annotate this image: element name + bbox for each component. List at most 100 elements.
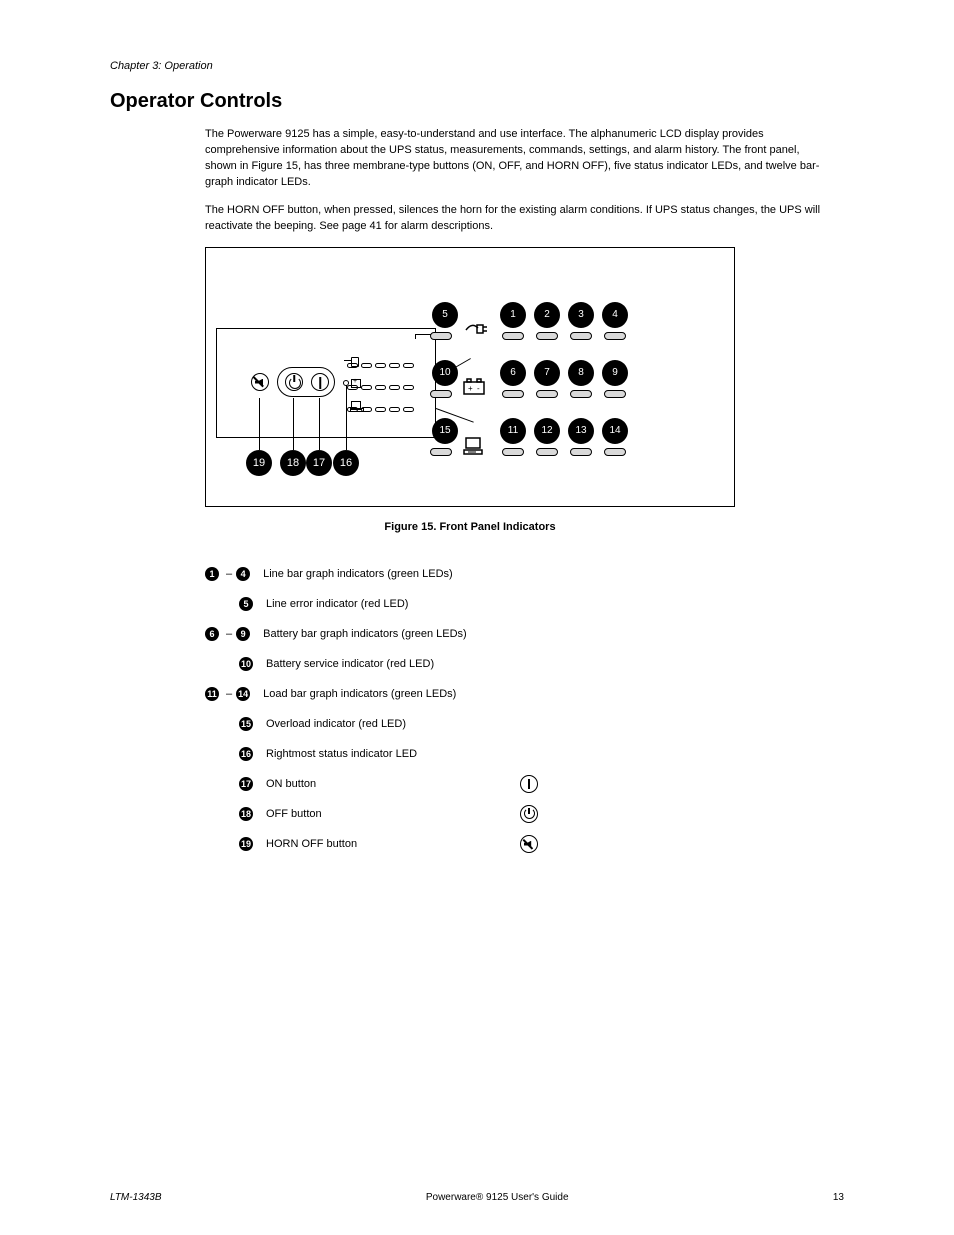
on-button[interactable]	[311, 373, 329, 391]
legend-row: 1 – 4 Line bar graph indicators (green L…	[205, 561, 844, 587]
on-icon	[520, 775, 538, 793]
legend-num: 6	[205, 627, 219, 641]
legend-text: HORN OFF button	[266, 838, 506, 850]
legend-num: 15	[239, 717, 253, 731]
callout-2: 2	[534, 302, 560, 328]
leader-17	[319, 398, 320, 450]
page-footer: LTM-1343B Powerware® 9125 User's Guide 1…	[0, 1192, 954, 1203]
figure-caption: Figure 15. Front Panel Indicators	[205, 521, 735, 533]
svg-text:-: -	[477, 384, 480, 393]
grid-row-load: 15 11 12 13 14	[470, 418, 720, 476]
legend-row: 17 ON button	[205, 771, 844, 797]
dash: –	[226, 628, 232, 640]
horn-off-button[interactable]	[251, 373, 269, 391]
legend-row: 18 OFF button	[205, 801, 844, 827]
ups-front-panel	[216, 328, 436, 438]
callout-12: 12	[534, 418, 560, 444]
pill-3	[570, 332, 592, 340]
leader-19	[259, 398, 260, 450]
legend-num: 10	[239, 657, 253, 671]
legend-num: 11	[205, 687, 219, 701]
pill-1	[502, 332, 524, 340]
horn-off-icon	[520, 835, 538, 853]
pill-14	[604, 448, 626, 456]
page: Chapter 3: Operation Operator Controls T…	[0, 0, 954, 1235]
line-led-row	[347, 357, 417, 363]
plug-icon-big	[462, 320, 482, 338]
intro-para-2: The HORN OFF button, when pressed, silen…	[205, 203, 825, 235]
load-led-row	[347, 401, 417, 407]
pill-7	[536, 390, 558, 398]
legend-row: 15 Overload indicator (red LED)	[205, 711, 844, 737]
grid-row-battery: 10 +- 6 7 8 9	[470, 360, 720, 418]
figure-box: 19 18 17 16 5 1 2 3 4	[205, 247, 735, 507]
pill-12	[536, 448, 558, 456]
legend-row: 10 Battery service indicator (red LED)	[205, 651, 844, 677]
legend-text: Line bar graph indicators (green LEDs)	[263, 568, 453, 580]
legend-row: 6 – 9 Battery bar graph indicators (gree…	[205, 621, 844, 647]
callout-16: 16	[333, 450, 359, 476]
legend-num: 16	[239, 747, 253, 761]
section-title: Operator Controls	[110, 90, 844, 113]
footer-doc: Powerware® 9125 User's Guide	[426, 1192, 569, 1203]
legend-num: 18	[239, 807, 253, 821]
legend-num: 4	[236, 567, 250, 581]
legend-text: Line error indicator (red LED)	[266, 598, 408, 610]
leader-18	[293, 398, 294, 450]
footer-page: 13	[833, 1192, 844, 1203]
callout-13: 13	[568, 418, 594, 444]
pill-9	[604, 390, 626, 398]
off-icon	[520, 805, 538, 823]
callout-6: 6	[500, 360, 526, 386]
pill-11	[502, 448, 524, 456]
callout-18: 18	[280, 450, 306, 476]
svg-text:+: +	[468, 384, 473, 393]
legend-num: 14	[236, 687, 250, 701]
legend-row: 16 Rightmost status indicator LED	[205, 741, 844, 767]
callout-9: 9	[602, 360, 628, 386]
battery-icon-big: +-	[462, 378, 482, 396]
legend-text: Rightmost status indicator LED	[266, 748, 417, 760]
callout-1: 1	[500, 302, 526, 328]
legend-num: 19	[239, 837, 253, 851]
callout-4: 4	[602, 302, 628, 328]
callout-17: 17	[306, 450, 332, 476]
callout-15: 15	[432, 418, 458, 444]
legend-num: 9	[236, 627, 250, 641]
legend-table: 1 – 4 Line bar graph indicators (green L…	[205, 561, 844, 857]
led-grid: 5 1 2 3 4 10 +- 6	[470, 302, 720, 476]
pill-10	[430, 390, 452, 398]
callout-14: 14	[602, 418, 628, 444]
off-button[interactable]	[285, 373, 303, 391]
legend-text: ON button	[266, 778, 506, 790]
dash: –	[226, 568, 232, 580]
leader-16	[346, 384, 347, 450]
legend-text: Battery service indicator (red LED)	[266, 658, 434, 670]
pill-6	[502, 390, 524, 398]
grid-row-line: 5 1 2 3 4	[470, 302, 720, 360]
pill-8	[570, 390, 592, 398]
callout-5: 5	[432, 302, 458, 328]
dash: –	[226, 688, 232, 700]
chapter-label: Chapter 3: Operation	[110, 60, 844, 72]
battery-led-row	[347, 379, 417, 385]
callout-19: 19	[246, 450, 272, 476]
pill-15	[430, 448, 452, 456]
legend-text: OFF button	[266, 808, 506, 820]
legend-text: Battery bar graph indicators (green LEDs…	[263, 628, 467, 640]
legend-row: 11 – 14 Load bar graph indicators (green…	[205, 681, 844, 707]
legend-text: Overload indicator (red LED)	[266, 718, 406, 730]
callout-8: 8	[568, 360, 594, 386]
callout-11: 11	[500, 418, 526, 444]
pill-5	[430, 332, 452, 340]
pill-13	[570, 448, 592, 456]
footer-rev: LTM-1343B	[110, 1192, 162, 1203]
legend-num: 17	[239, 777, 253, 791]
pill-4	[604, 332, 626, 340]
load-icon-big	[462, 436, 482, 454]
legend-num: 5	[239, 597, 253, 611]
legend-num: 1	[205, 567, 219, 581]
legend-row: 5 Line error indicator (red LED)	[205, 591, 844, 617]
callout-3: 3	[568, 302, 594, 328]
intro-para-1: The Powerware 9125 has a simple, easy-to…	[205, 127, 825, 191]
